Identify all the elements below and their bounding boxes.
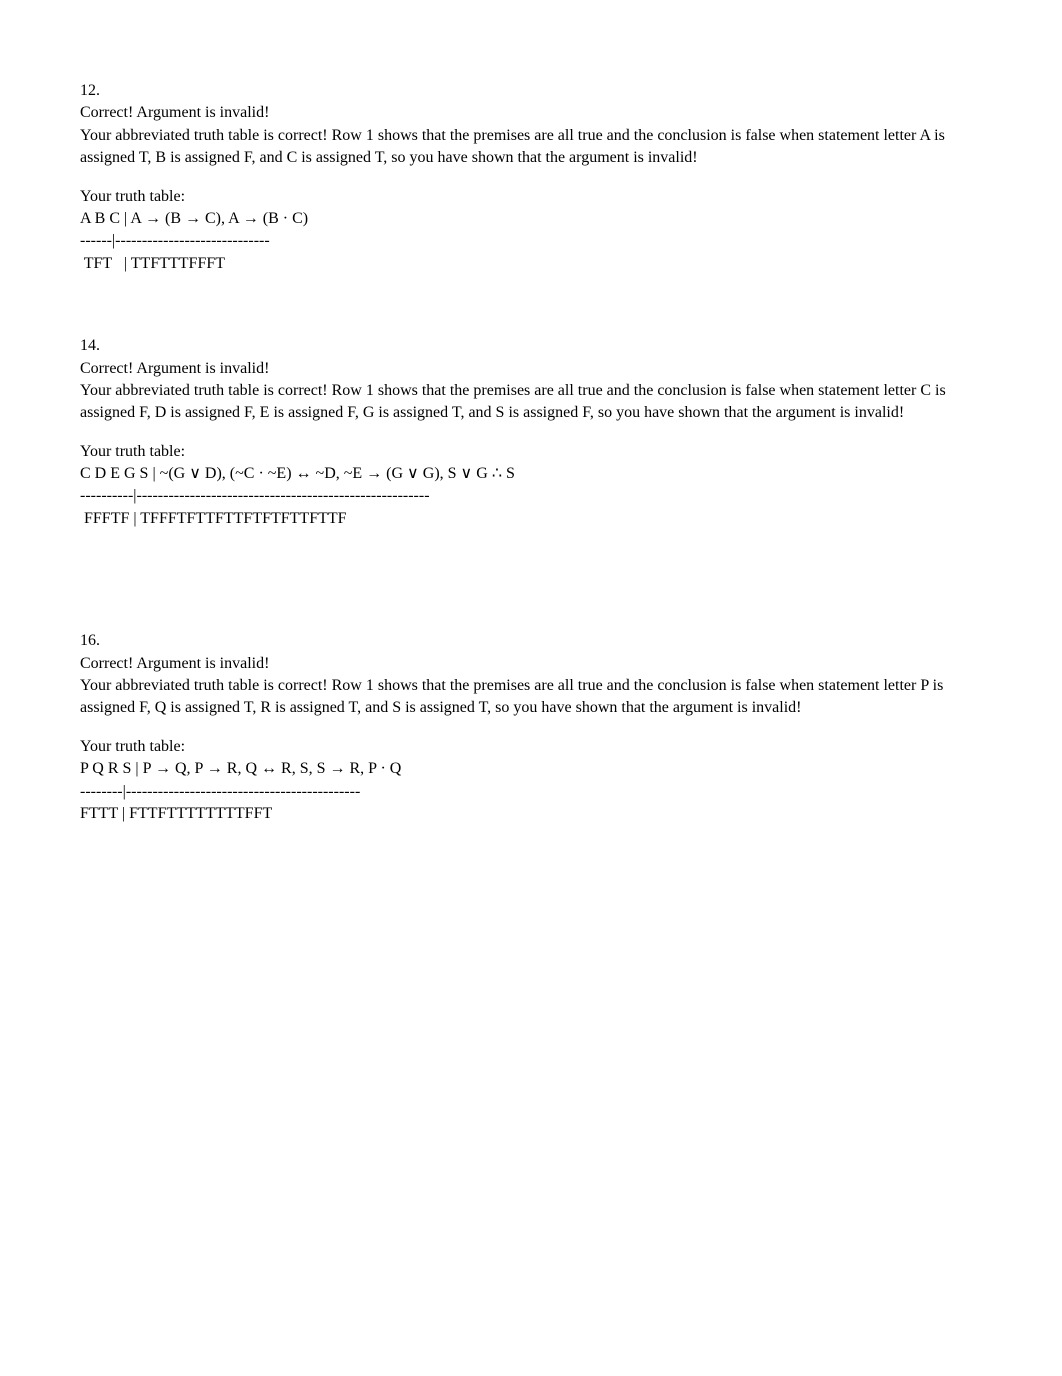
problem-number: 16. bbox=[80, 630, 982, 652]
truth-table-header: P Q R S | P → Q, P → R, Q ↔ R, S, S → R,… bbox=[80, 758, 982, 780]
truth-table-divider: ------|----------------------------- bbox=[80, 230, 982, 252]
problem-number: 12. bbox=[80, 80, 982, 102]
truth-table-row: FTTT | FTTFTTTTTTTTFFT bbox=[80, 803, 982, 825]
result-line: Correct! Argument is invalid! bbox=[80, 653, 982, 675]
explanation-text: Your abbreviated truth table is correct!… bbox=[80, 380, 982, 425]
truth-table-row: TFT | TTFTTTFFFT bbox=[80, 253, 982, 275]
truth-table-header: C D E G S | ~(G ∨ D), (~C · ~E) ↔ ~D, ~E… bbox=[80, 463, 982, 485]
truth-table-divider: ----------|-----------------------------… bbox=[80, 485, 982, 507]
problem-number: 14. bbox=[80, 335, 982, 357]
truth-table-header: A B C | A → (B → C), A → (B · C) bbox=[80, 208, 982, 230]
problem-16: 16. Correct! Argument is invalid! Your a… bbox=[80, 630, 982, 825]
truth-table-label: Your truth table: bbox=[80, 736, 982, 758]
explanation-text: Your abbreviated truth table is correct!… bbox=[80, 675, 982, 720]
result-line: Correct! Argument is invalid! bbox=[80, 102, 982, 124]
truth-table-label: Your truth table: bbox=[80, 441, 982, 463]
truth-table-divider: --------|-------------------------------… bbox=[80, 781, 982, 803]
spacer bbox=[80, 590, 982, 630]
explanation-text: Your abbreviated truth table is correct!… bbox=[80, 125, 982, 170]
problem-12: 12. Correct! Argument is invalid! Your a… bbox=[80, 80, 982, 275]
truth-table-label: Your truth table: bbox=[80, 186, 982, 208]
result-line: Correct! Argument is invalid! bbox=[80, 358, 982, 380]
problem-14: 14. Correct! Argument is invalid! Your a… bbox=[80, 335, 982, 530]
truth-table-row: FFFTF | TFFFTFTTFTTFTFTFTTFTTF bbox=[80, 508, 982, 530]
